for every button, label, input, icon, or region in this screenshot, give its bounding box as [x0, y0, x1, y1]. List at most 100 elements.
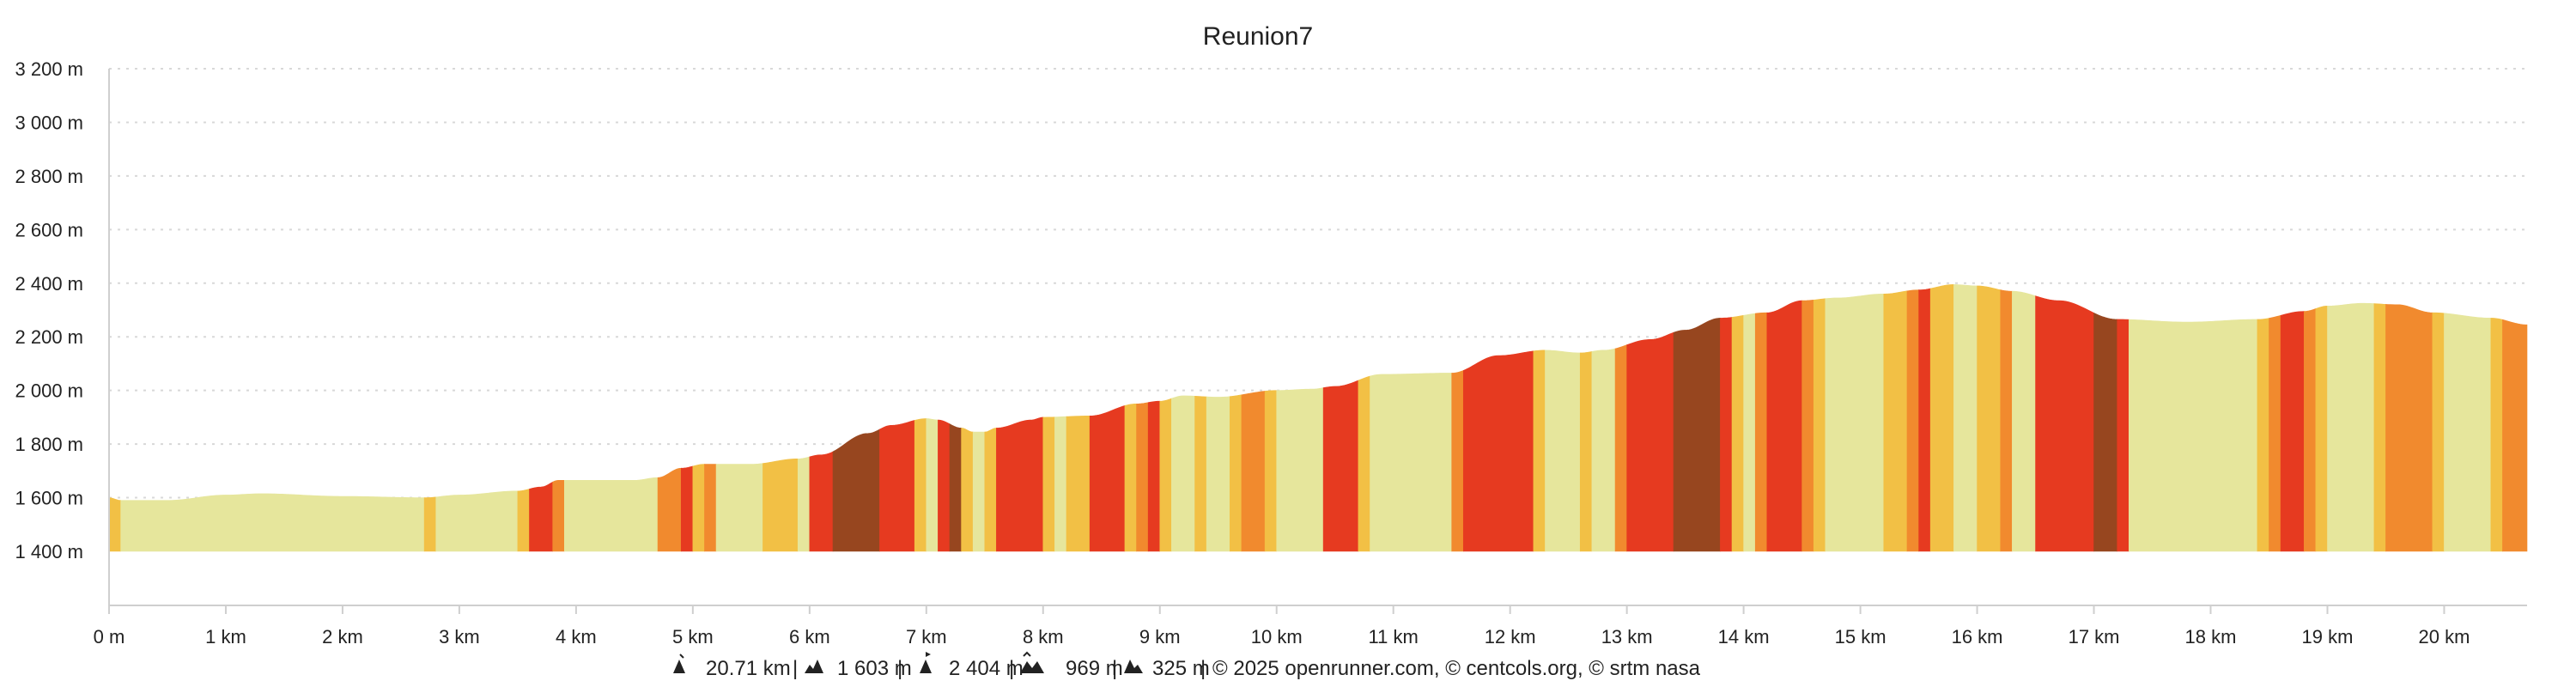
slope-segment: [1614, 344, 1627, 552]
slope-segment: [1766, 300, 1802, 552]
y-tick-label: 1 400 m: [15, 541, 84, 562]
slope-segment: [1743, 313, 1756, 552]
slope-segment: [1754, 312, 1768, 552]
slope-segment: [1171, 395, 1195, 552]
slope-segment: [809, 451, 834, 552]
slope-segment: [435, 490, 519, 552]
stat-separator: |: [897, 657, 902, 680]
slope-segment: [1136, 402, 1149, 552]
x-tick-label: 17 km: [2069, 626, 2120, 647]
x-tick-label: 0 m: [94, 626, 125, 647]
x-tick-label: 10 km: [1251, 626, 1303, 647]
slope-segment: [1230, 394, 1242, 552]
x-tick-label: 6 km: [789, 626, 830, 647]
x-tick-label: 7 km: [906, 626, 947, 647]
stat-distance: 20.71 km: [706, 657, 791, 680]
slope-segment: [1089, 404, 1126, 552]
slope-segment: [972, 431, 986, 552]
slope-segment: [704, 464, 717, 552]
slope-segment: [563, 477, 659, 552]
slope-segment: [984, 428, 997, 552]
slope-segment: [1451, 369, 1464, 552]
stat-ascent: 1 603 m: [837, 657, 912, 680]
min-altitude-icon: [1020, 651, 1044, 673]
slope-segment: [1591, 348, 1616, 552]
y-tick-label: 1 800 m: [15, 434, 84, 455]
x-tick-label: 3 km: [439, 626, 480, 647]
x-tick-label: 1 km: [205, 626, 246, 647]
slope-segment: [657, 467, 682, 552]
slope-segment: [2269, 314, 2281, 552]
y-tick-label: 2 600 m: [15, 219, 84, 240]
slope-segment: [715, 463, 763, 552]
y-tick-label: 2 000 m: [15, 380, 84, 402]
slope-segment: [2257, 318, 2269, 552]
stat-separator: |: [1200, 657, 1206, 680]
slope-segment: [552, 479, 565, 552]
x-tick-label: 12 km: [1485, 626, 1536, 647]
copyright-text: © 2025 openrunner.com, © centcols.org, ©…: [1212, 657, 1701, 680]
slope-segment: [879, 420, 915, 552]
slope-segment: [2315, 306, 2328, 552]
slope-segment: [1054, 416, 1067, 552]
slope-segment: [2093, 312, 2118, 552]
max-altitude-icon: [920, 652, 932, 673]
slope-segment: [1626, 331, 1674, 552]
slope-segment: [1194, 395, 1207, 552]
slope-segment: [1929, 284, 1954, 552]
slope-segment: [529, 481, 554, 552]
y-axis-ticks: 1 400 m 1 600 m 1 800 m 2 000 m 2 200 m 2 400…: [15, 58, 84, 562]
slope-segment: [1264, 390, 1278, 552]
slope-segment: [108, 497, 121, 552]
slope-segment: [1906, 289, 1919, 552]
slope-segment: [797, 456, 811, 552]
slope-segment: [1533, 350, 1546, 552]
slope-segment: [1918, 288, 1931, 552]
elevation-area: [108, 284, 2528, 552]
slope-segment: [961, 428, 974, 552]
slope-segment: [762, 458, 799, 552]
slope-segment: [1206, 396, 1230, 552]
stat-separator: |: [1112, 657, 1117, 680]
x-tick-label: 13 km: [1601, 626, 1653, 647]
x-tick-label: 19 km: [2302, 626, 2354, 647]
slope-segment: [120, 493, 425, 552]
stat-max-altitude: 2 404 m: [949, 657, 1024, 680]
y-tick-label: 1 600 m: [15, 488, 84, 509]
slope-segment: [680, 465, 694, 552]
stat-separator: |: [1009, 657, 1014, 680]
stat-min-altitude: 969 m: [1066, 657, 1123, 680]
x-axis-ticks: 0 m 1 km 2 km 3 km 4 km 5 km 6 km 7 km 8 km 9 km 1…: [94, 605, 2470, 647]
slope-segment: [1322, 380, 1359, 552]
slope-segment: [1825, 293, 1885, 552]
slope-segment: [2117, 319, 2129, 552]
slope-segment: [2502, 319, 2528, 552]
distance-icon: [673, 654, 685, 673]
slope-segment: [996, 416, 1044, 552]
slope-segment: [2035, 295, 2094, 552]
slope-segment: [2327, 302, 2375, 552]
slope-segment: [1801, 299, 1814, 552]
slope-segment: [938, 419, 951, 552]
slope-segment: [2280, 311, 2305, 552]
slope-segment: [1883, 290, 1908, 552]
slope-segment: [1720, 317, 1733, 552]
slope-segment: [1977, 285, 2002, 552]
x-tick-label: 5 km: [672, 626, 714, 647]
x-tick-label: 20 km: [2418, 626, 2470, 647]
x-tick-label: 9 km: [1139, 626, 1181, 647]
slope-segment: [692, 464, 705, 552]
x-tick-label: 14 km: [1718, 626, 1770, 647]
slope-segment: [1358, 375, 1370, 552]
slope-segment: [926, 418, 939, 552]
slope-segment: [2490, 318, 2503, 552]
slope-segment: [2012, 290, 2036, 552]
slope-segment: [1066, 416, 1091, 552]
stat-separator: |: [793, 657, 798, 680]
x-tick-label: 15 km: [1835, 626, 1886, 647]
slope-segment: [1241, 391, 1266, 552]
y-tick-label: 3 000 m: [15, 112, 84, 133]
chart-title: Reunion7: [1203, 22, 1313, 51]
slope-segment: [1813, 298, 1826, 552]
